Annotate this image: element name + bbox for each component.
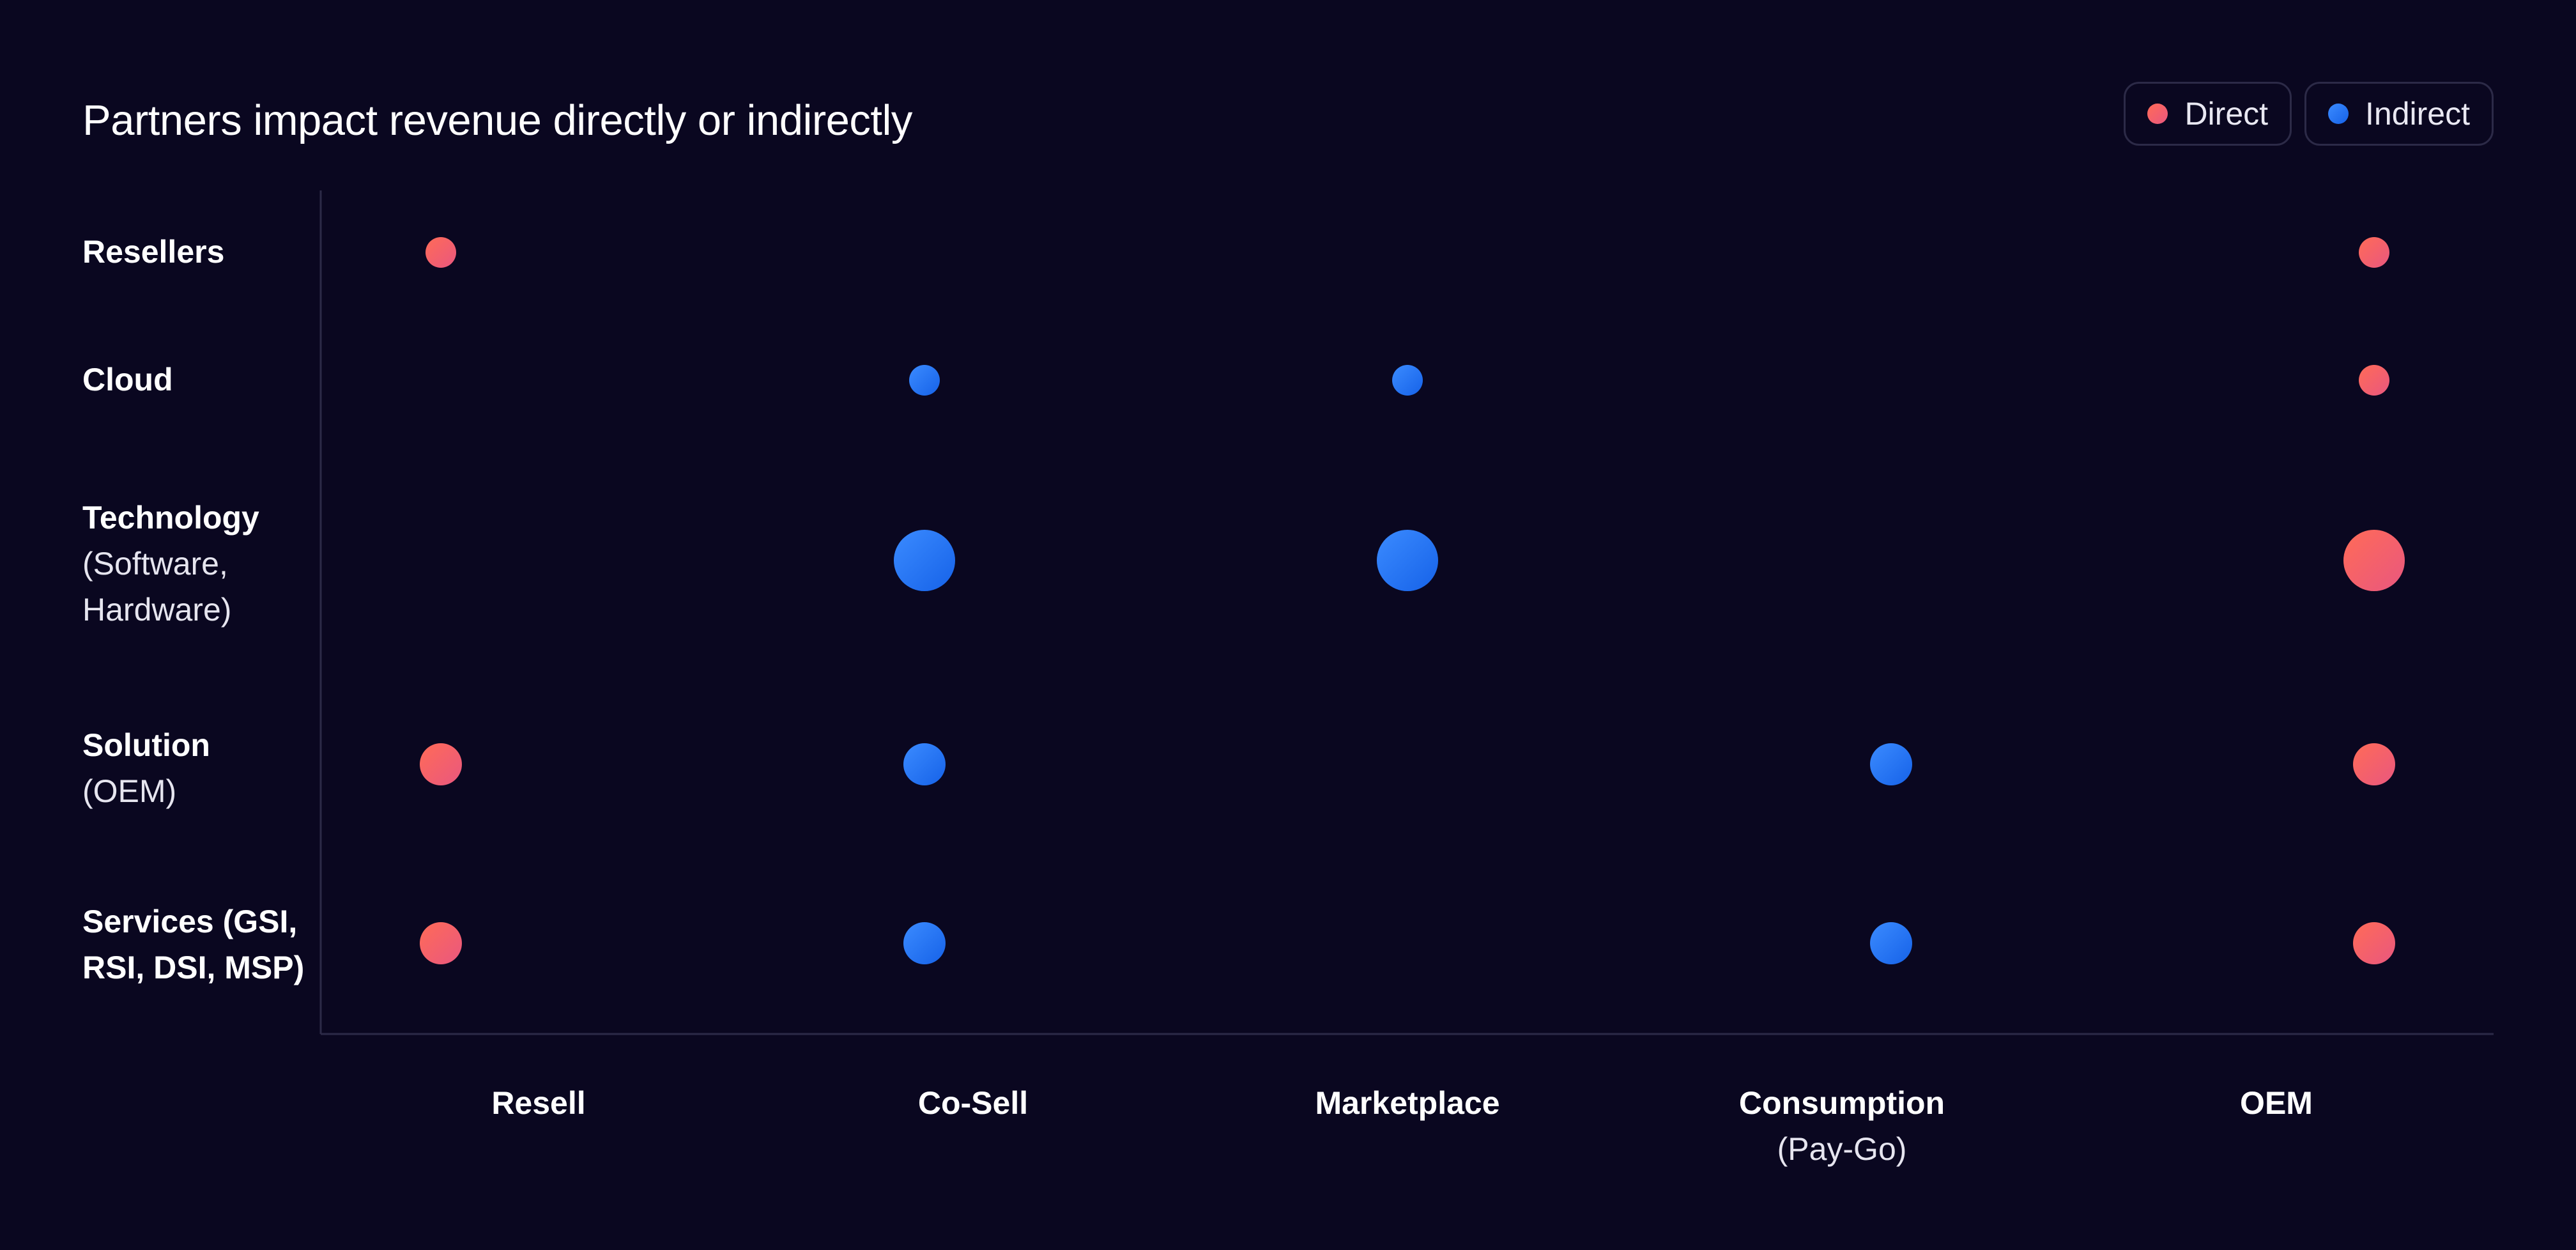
col-label-subtext: (Pay-Go) — [1777, 1131, 1907, 1167]
row-label-subtext: (Software, Hardware) — [82, 546, 232, 628]
bubble-indirect[interactable] — [1392, 365, 1423, 396]
bubble-indirect[interactable] — [894, 530, 955, 591]
bubble-direct[interactable] — [2359, 365, 2389, 396]
bubble-indirect[interactable] — [909, 365, 940, 396]
bubble-indirect[interactable] — [1377, 530, 1438, 591]
row-label-text: Technology — [82, 500, 259, 536]
col-label-text: OEM — [2240, 1085, 2313, 1121]
legend-dot-direct — [2147, 104, 2168, 124]
bubble-direct[interactable] — [2353, 922, 2395, 964]
legend-label-indirect: Indirect — [2365, 96, 2470, 132]
row-label-cloud: Cloud — [82, 357, 173, 403]
col-label-text: Marketplace — [1315, 1085, 1500, 1121]
bubble-direct[interactable] — [2353, 743, 2395, 785]
bubble-direct[interactable] — [2359, 237, 2389, 268]
bubble-direct[interactable] — [2343, 530, 2405, 591]
col-label-consumption: Consumption (Pay-Go) — [1708, 1080, 1976, 1172]
bubble-indirect[interactable] — [1870, 743, 1912, 785]
chart-title: Partners impact revenue directly or indi… — [82, 96, 912, 144]
bubble-indirect[interactable] — [903, 743, 946, 785]
col-label-oem: OEM — [2142, 1080, 2411, 1126]
bubble-indirect[interactable] — [903, 922, 946, 964]
bubble-direct[interactable] — [425, 237, 456, 268]
bubble-direct[interactable] — [420, 743, 462, 785]
col-label-marketplace: Marketplace — [1273, 1080, 1542, 1126]
row-label-solution: Solution (OEM) — [82, 722, 210, 814]
legend-label-direct: Direct — [2184, 96, 2269, 132]
row-label-services: Services (GSI, RSI, DSI, MSP) — [82, 899, 312, 991]
legend: Direct Indirect — [2124, 82, 2494, 146]
col-label-text: Co-Sell — [917, 1085, 1029, 1121]
row-label-technology: Technology (Software, Hardware) — [82, 495, 274, 633]
row-label-text: Solution — [82, 727, 210, 763]
row-label-text: Services (GSI, RSI, DSI, MSP) — [82, 904, 305, 985]
row-label-text: Resellers — [82, 234, 225, 270]
col-label-text: Resell — [491, 1085, 586, 1121]
col-label-resell: Resell — [404, 1080, 673, 1126]
col-label-text: Consumption — [1738, 1085, 1945, 1121]
legend-item-direct[interactable]: Direct — [2124, 82, 2292, 146]
bubble-indirect[interactable] — [1870, 922, 1912, 964]
legend-item-indirect[interactable]: Indirect — [2304, 82, 2494, 146]
row-label-resellers: Resellers — [82, 229, 224, 275]
legend-dot-indirect — [2328, 104, 2349, 124]
col-label-co-sell: Co-Sell — [839, 1080, 1107, 1126]
bubble-direct[interactable] — [420, 922, 462, 964]
row-label-subtext: (OEM) — [82, 773, 177, 809]
row-label-text: Cloud — [82, 362, 173, 397]
